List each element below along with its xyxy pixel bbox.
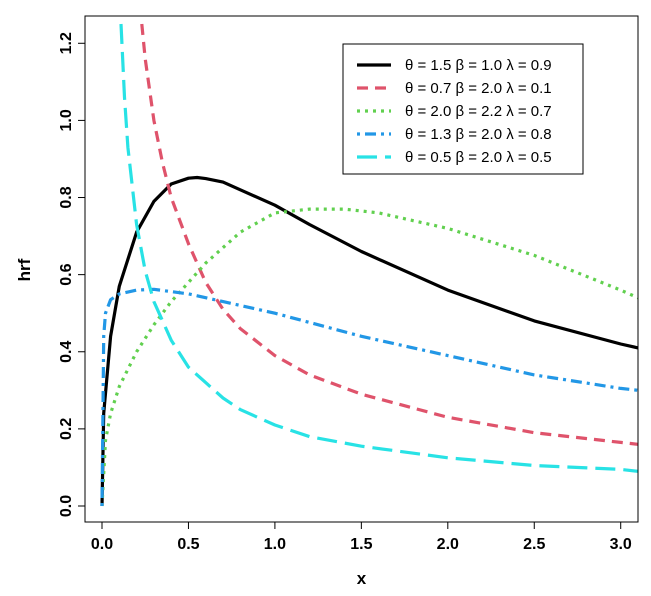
series-line-0 [100,175,638,507]
legend-label-0: θ = 1.5 β = 1.0 λ = 0.9 [405,57,552,74]
x-tick-label: 0.0 [91,536,113,553]
series-layer [100,23,638,507]
y-tick-label: 0.8 [58,186,75,208]
legend-label-2: θ = 2.0 β = 2.2 λ = 0.7 [405,103,552,120]
x-tick-label: 2.0 [437,536,459,553]
y-tick-label: 1.2 [58,32,75,54]
x-tick-label: 0.5 [177,536,199,553]
y-tick-label: 0.2 [58,418,75,440]
legend: θ = 1.5 β = 1.0 λ = 0.9 θ = 0.7 β = 2.0 λ… [342,43,584,175]
series-line-1 [140,23,638,446]
legend-label-1: θ = 0.7 β = 2.0 λ = 0.1 [405,80,552,97]
x-tick-label: 1.5 [350,536,372,553]
legend-label-3: θ = 1.3 β = 2.0 λ = 0.8 [405,126,552,143]
legend-label-4: θ = 0.5 β = 2.0 λ = 0.5 [405,149,552,166]
y-tick-label: 0.0 [58,495,75,517]
x-tick-label: 2.5 [523,536,545,553]
plot-frame [84,15,639,523]
x-tick-label: 1.0 [264,536,286,553]
axes: 0.0 0.5 1.0 1.5 2.0 2.5 3.0 0.0 0.2 0.4 0.6 0.8 1.0 1… [58,32,632,553]
y-tick-label: 0.4 [58,341,75,363]
y-axis-title: hrf [15,258,34,281]
series-line-2 [100,207,638,507]
y-tick-label: 1.0 [58,109,75,131]
x-axis-title: x [357,569,367,588]
series-line-4 [119,23,638,473]
x-tick-label: 3.0 [610,536,632,553]
series-line-3 [100,287,638,507]
y-tick-label: 0.6 [58,263,75,285]
